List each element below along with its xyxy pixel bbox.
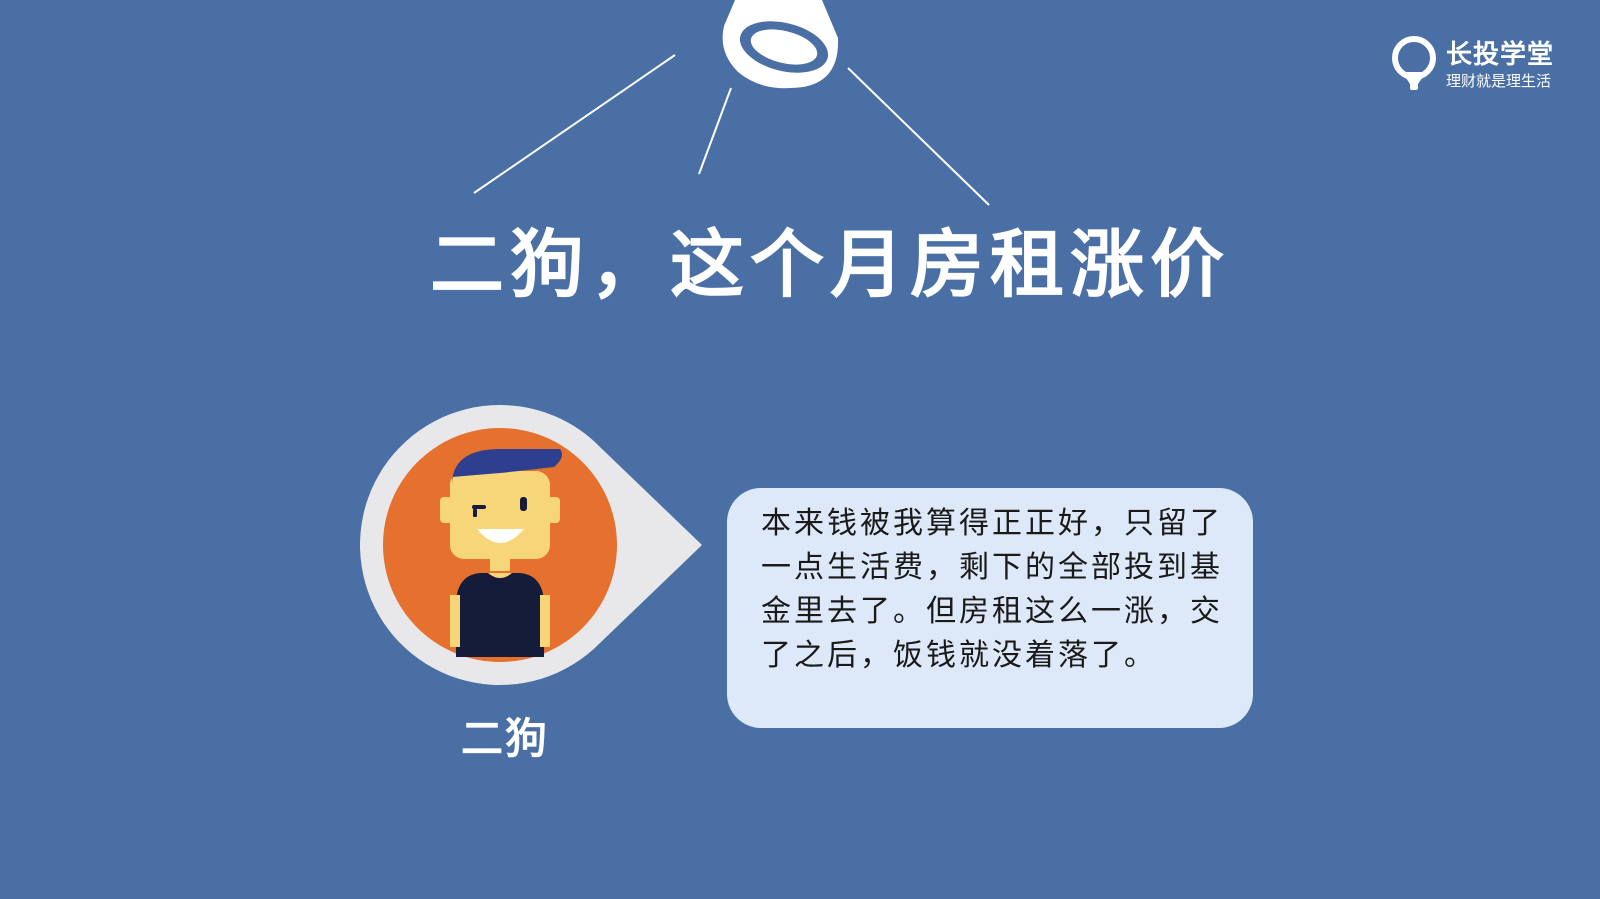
speech-text: 本来钱被我算得正正好，只留了一点生活费，剩下的全部投到基金里去了。但房租这么一涨… [761,506,1223,673]
character-name: 二狗 [460,714,549,763]
speech-bubble: 本来钱被我算得正正好，只留了一点生活费，剩下的全部投到基金里去了。但房租这么一涨… [727,488,1253,728]
headline: 二狗，这个月房租涨价 [430,222,1230,308]
character-avatar-icon [360,405,702,685]
brand-slogan: 理财就是理生活 [1446,72,1552,90]
brand-logo-block: 长投学堂 理财就是理生活 [1390,30,1580,100]
lightbulb-pin-icon [1392,36,1436,90]
brand-name: 长投学堂 [1446,40,1555,70]
avatar-bubble [360,405,710,685]
